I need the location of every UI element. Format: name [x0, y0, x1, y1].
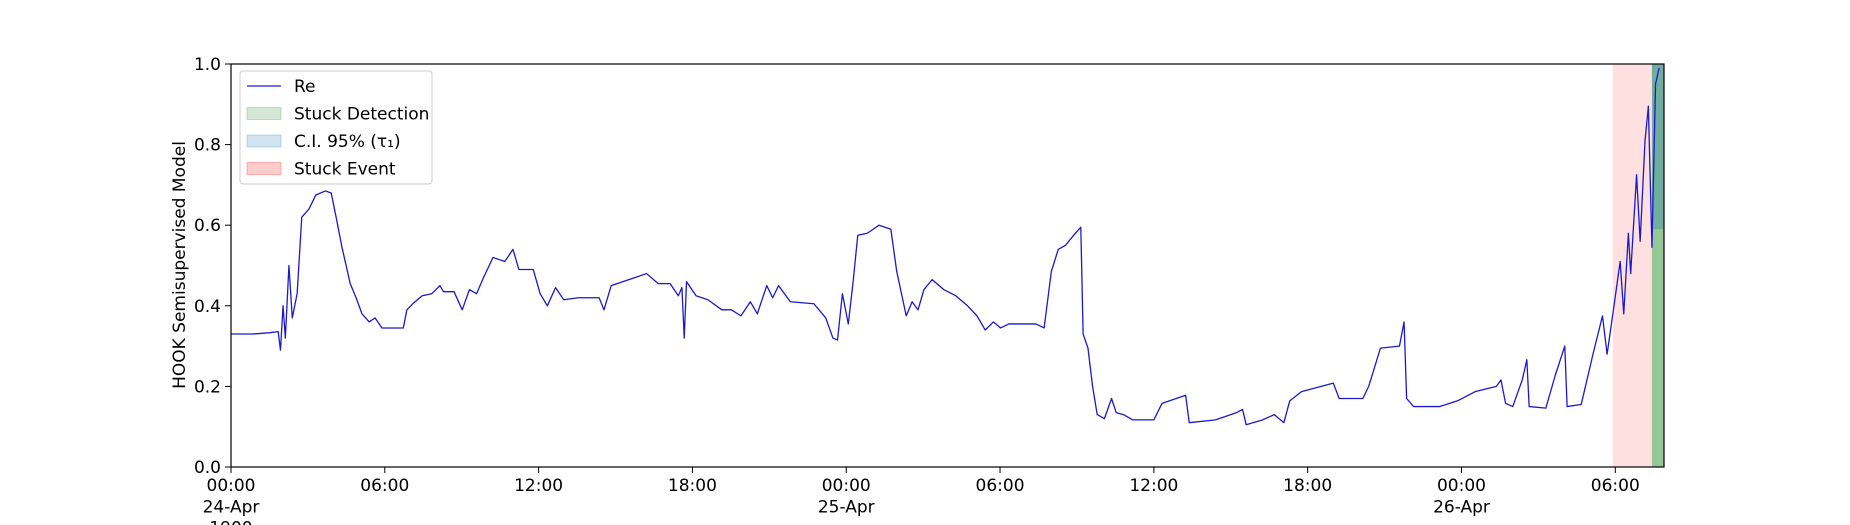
legend-label: Stuck Event	[294, 160, 396, 180]
x-tick-label: 06:00	[1591, 476, 1640, 496]
legend-swatch	[246, 134, 282, 148]
legend-swatch	[246, 162, 282, 175]
legend-label: Re	[294, 77, 316, 97]
x-tick-label: 06:00	[360, 476, 409, 496]
plot-frame	[230, 63, 1665, 468]
x-tick-label: 18:00	[668, 476, 717, 496]
legend-label: C.I. 95% (τ₁)	[294, 132, 401, 152]
y-axis-label: HOOK Semisupervised Model	[170, 141, 190, 389]
y-tick-label: 0.0	[194, 458, 221, 478]
y-tick-label: 0.2	[194, 377, 221, 397]
x-tick-label: 00:00 26-Apr	[1433, 476, 1490, 517]
data-line	[231, 67, 1660, 426]
x-tick-label: 00:00 25-Apr	[818, 476, 875, 517]
x-tick-label: 18:00	[1283, 476, 1332, 496]
legend-swatch	[246, 107, 282, 120]
legend: Re Stuck Detection C.I. 95% (τ₁) Stuck Even…	[239, 70, 433, 185]
shaded-region	[1651, 64, 1664, 467]
y-tick-label: 0.4	[194, 297, 221, 317]
x-tick-label: 12:00	[1129, 476, 1178, 496]
legend-label: Stuck Detection	[294, 105, 429, 125]
y-tick-label: 0.8	[194, 136, 221, 156]
legend-box	[239, 70, 433, 185]
x-tick-label: 06:00	[976, 476, 1025, 496]
y-tick-label: 0.6	[194, 216, 221, 236]
y-tick-label: 1.0	[194, 55, 221, 75]
x-tick-label: 12:00	[514, 476, 563, 496]
